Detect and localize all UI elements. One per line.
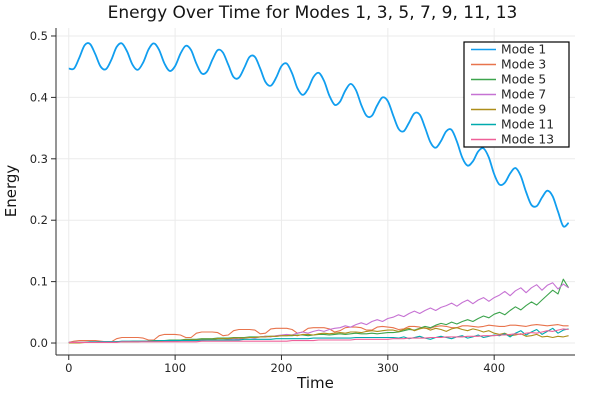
x-tick-label: 200 <box>270 361 292 375</box>
legend-label: Mode 11 <box>501 118 554 132</box>
legend-label: Mode 5 <box>501 73 546 87</box>
x-tick-label: 300 <box>377 361 399 375</box>
legend-label: Mode 13 <box>501 133 554 147</box>
y-tick-label: 0.4 <box>30 90 48 104</box>
series-line-mode-11 <box>68 327 569 343</box>
legend-label: Mode 1 <box>501 43 546 57</box>
x-axis-label: Time <box>297 374 334 392</box>
legend-label: Mode 3 <box>501 58 546 72</box>
y-axis-label: Energy <box>2 164 20 218</box>
y-tick-label: 0.2 <box>30 213 48 227</box>
y-tick-label: 0.1 <box>30 275 48 289</box>
series-line-mode-3 <box>68 324 569 343</box>
x-tick-label: 100 <box>164 361 186 375</box>
legend-label: Mode 7 <box>501 88 546 102</box>
series-line-mode-13 <box>68 328 569 343</box>
y-tick-label: 0.5 <box>30 29 48 43</box>
x-tick-label: 400 <box>483 361 505 375</box>
series-line-mode-1 <box>68 42 570 228</box>
y-tick-label: 0.0 <box>30 336 48 350</box>
x-tick-label: 0 <box>65 361 72 375</box>
y-tick-label: 0.3 <box>30 152 48 166</box>
chart-title: Energy Over Time for Modes 1, 3, 5, 7, 9… <box>107 3 518 23</box>
legend-label: Mode 9 <box>501 103 546 117</box>
